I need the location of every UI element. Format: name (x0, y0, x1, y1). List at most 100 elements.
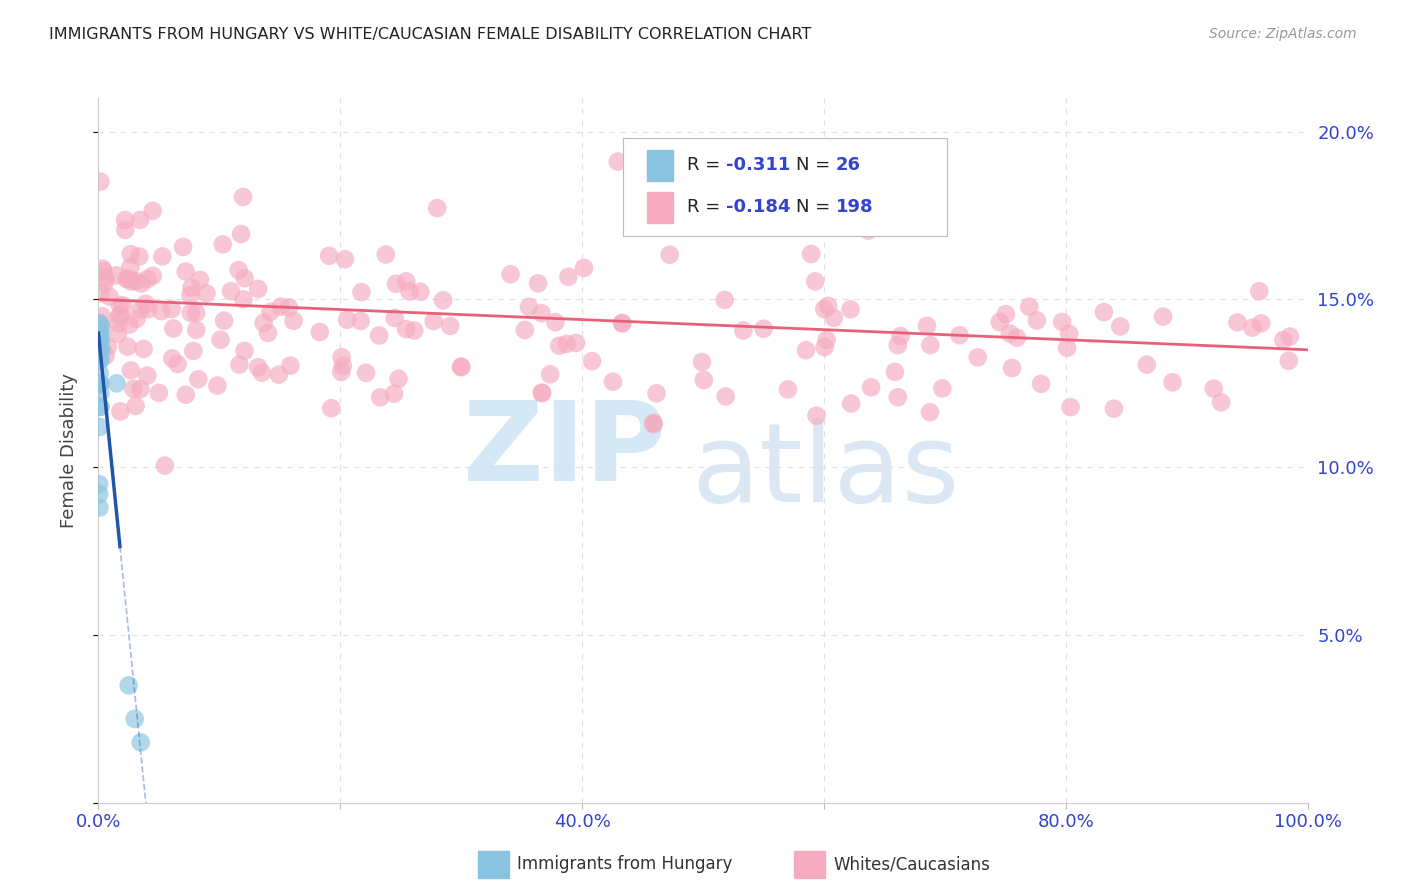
Point (91, 261, 114, 276)
Point (90, 318, 112, 332)
Point (693, 373, 716, 387)
Point (115, 272, 138, 286)
Point (232, 293, 254, 307)
Point (817, 299, 839, 313)
Point (1152, 310, 1174, 324)
Point (920, 338, 942, 352)
Point (132, 342, 155, 356)
Point (89, 286, 111, 301)
Point (813, 301, 835, 316)
Point (124, 399, 146, 413)
Point (179, 288, 201, 302)
Point (108, 310, 131, 324)
Point (994, 307, 1017, 321)
Point (794, 343, 817, 358)
Point (135, 297, 157, 311)
Point (1211, 395, 1233, 409)
Point (148, 385, 170, 400)
Point (174, 388, 197, 402)
Point (813, 340, 835, 354)
Point (128, 250, 150, 264)
Point (1272, 333, 1295, 347)
Point (229, 227, 252, 241)
Point (1278, 329, 1301, 343)
Point (118, 318, 141, 332)
Point (612, 316, 634, 330)
Point (114, 223, 136, 237)
Point (180, 281, 202, 295)
Point (90, 352, 112, 367)
Point (690, 355, 713, 369)
Point (186, 323, 208, 337)
Point (142, 268, 165, 283)
Point (1249, 284, 1271, 298)
Point (581, 354, 603, 368)
Point (713, 293, 735, 307)
Point (94, 349, 117, 363)
Point (90, 319, 112, 334)
Text: R =: R = (686, 156, 725, 174)
Point (162, 321, 184, 335)
Point (1161, 376, 1184, 390)
Point (330, 350, 353, 364)
Point (129, 302, 152, 317)
Point (368, 390, 391, 404)
Point (160, 301, 183, 316)
Point (1050, 315, 1073, 329)
Point (142, 203, 165, 218)
Point (125, 274, 148, 288)
Point (89, 376, 111, 391)
Point (1025, 313, 1047, 327)
Point (368, 328, 391, 343)
Point (120, 247, 142, 261)
Point (530, 306, 553, 320)
Text: -0.184: -0.184 (725, 198, 790, 216)
Text: atlas: atlas (690, 418, 959, 525)
Point (1278, 353, 1301, 368)
Point (1029, 376, 1052, 391)
Point (125, 312, 148, 326)
Point (180, 306, 202, 320)
Point (915, 318, 938, 333)
Point (228, 263, 250, 277)
Text: 198: 198 (835, 198, 873, 216)
Point (883, 365, 905, 379)
Point (1059, 400, 1081, 414)
Point (1202, 382, 1225, 396)
Point (1057, 326, 1080, 341)
Point (280, 359, 302, 373)
Point (565, 335, 588, 350)
Point (124, 712, 146, 726)
Point (1005, 331, 1028, 345)
Point (557, 269, 579, 284)
Point (118, 678, 141, 692)
Point (209, 333, 232, 347)
Point (517, 300, 540, 314)
Y-axis label: Female Disability: Female Disability (59, 373, 77, 528)
Point (98, 290, 121, 304)
Text: IMMIGRANTS FROM HUNGARY VS WHITE/CAUCASIAN FEMALE DISABILITY CORRELATION CHART: IMMIGRANTS FROM HUNGARY VS WHITE/CAUCASI… (49, 27, 811, 42)
Text: 26: 26 (835, 156, 860, 174)
Point (544, 315, 567, 329)
Point (121, 275, 143, 289)
Point (93, 264, 115, 278)
Point (1056, 341, 1078, 355)
Point (87, 477, 110, 491)
Point (658, 248, 681, 262)
Point (89, 500, 111, 515)
Point (112, 298, 135, 312)
Point (548, 339, 571, 353)
Point (107, 327, 129, 342)
Point (886, 338, 908, 352)
Point (887, 390, 910, 404)
Point (107, 317, 129, 331)
Point (714, 389, 737, 403)
Point (153, 458, 176, 473)
Point (232, 190, 254, 204)
Point (823, 310, 845, 325)
Point (804, 274, 827, 288)
Text: -0.311: -0.311 (725, 156, 790, 174)
Point (91, 310, 114, 324)
Point (643, 416, 665, 430)
Point (188, 273, 211, 287)
